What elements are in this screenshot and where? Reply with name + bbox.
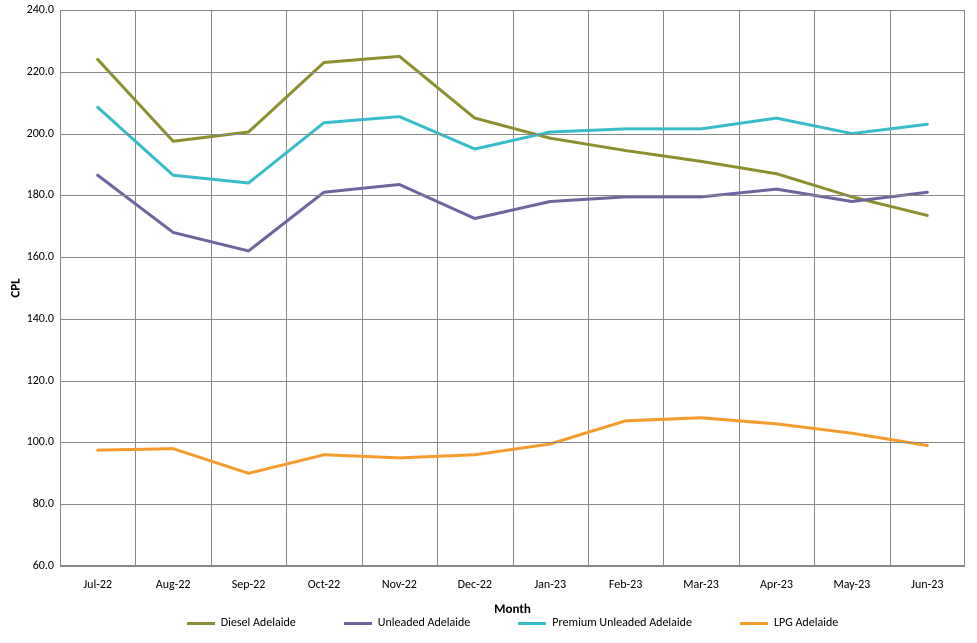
x-axis-title: Month [494,602,531,617]
x-tick-label: Feb-23 [609,578,642,592]
x-tick-label: May-23 [833,578,870,592]
x-tick-label: Oct-22 [308,578,341,592]
legend-swatch [740,622,768,625]
y-tick-label: 180.0 [27,188,54,202]
legend-item: Diesel Adelaide [187,616,296,630]
y-tick-label: 140.0 [27,312,54,326]
y-tick-label: 200.0 [27,127,54,141]
legend-label: Unleaded Adelaide [378,616,471,630]
y-tick-label: 240.0 [27,3,54,17]
legend-swatch [518,622,546,625]
x-tick-label: Aug-22 [156,578,191,592]
x-tick-label: Mar-23 [683,578,719,592]
plot-border [60,10,965,566]
legend-item: Unleaded Adelaide [344,616,471,630]
x-tick-label: Dec-22 [458,578,492,592]
x-tick-label: Sep-22 [232,578,266,592]
x-tick-label: Nov-22 [382,578,417,592]
x-tick-label: Jan-23 [534,578,566,592]
legend: Diesel Adelaide Unleaded Adelaide Premium … [60,616,965,630]
y-tick-label: 100.0 [27,435,54,449]
grid-line [60,566,965,567]
y-tick-label: 60.0 [33,559,54,573]
fuel-price-chart: 60.0 80.0 100.0 120.0 140.0 160.0 180.0 200.0 22… [0,0,977,643]
x-tick-label: Jun-23 [911,578,943,592]
legend-label: LPG Adelaide [774,616,838,630]
legend-label: Premium Unleaded Adelaide [552,616,692,630]
legend-label: Diesel Adelaide [221,616,296,630]
y-tick-label: 220.0 [27,65,54,79]
legend-item: LPG Adelaide [740,616,838,630]
legend-item: Premium Unleaded Adelaide [518,616,692,630]
y-tick-label: 160.0 [27,250,54,264]
y-axis-title: CPL [9,278,24,297]
x-tick-label: Apr-23 [760,578,793,592]
legend-swatch [344,622,372,625]
x-tick-label: Jul-22 [83,578,112,592]
y-tick-label: 120.0 [27,374,54,388]
legend-swatch [187,622,215,625]
y-tick-label: 80.0 [33,497,54,511]
